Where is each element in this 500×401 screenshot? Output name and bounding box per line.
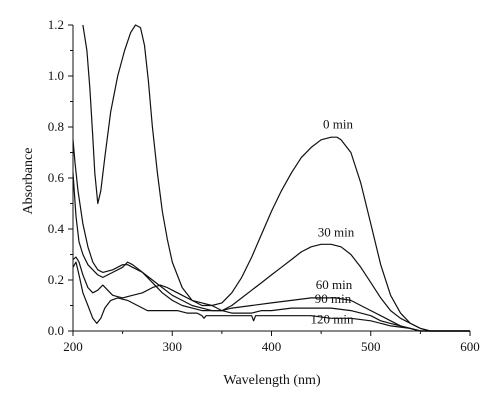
series-label: 60 min xyxy=(316,277,353,292)
series-label: 120 min xyxy=(311,311,354,326)
x-tick-label: 500 xyxy=(361,339,381,354)
y-tick-label: 0.8 xyxy=(48,119,64,134)
series-label: 90 min xyxy=(315,291,352,306)
series-line-120-min xyxy=(72,261,470,332)
y-tick-label: 0.6 xyxy=(48,170,65,185)
x-tick-label: 400 xyxy=(262,339,282,354)
x-tick-label: 600 xyxy=(460,339,480,354)
axes xyxy=(72,25,470,332)
y-axis-title: Absorbance xyxy=(21,148,36,215)
series-label: 30 min xyxy=(318,225,355,240)
y-tick-label: 1.2 xyxy=(48,17,64,32)
series-line-60-min xyxy=(72,172,470,332)
series-line-90-min xyxy=(72,256,470,332)
series-label: 0 min xyxy=(323,116,353,131)
ticks: 200 300 400 500 600 0.0 0.2 0.4 0.6 0.8 1.0 1.2 xyxy=(48,17,480,354)
y-tick-label: 1.0 xyxy=(48,68,64,83)
series-lines xyxy=(72,24,470,332)
y-tick-label: 0.0 xyxy=(48,323,64,338)
series-line-0-min xyxy=(82,24,470,332)
y-tick-label: 0.4 xyxy=(48,221,65,236)
y-tick-label: 0.2 xyxy=(48,272,64,287)
x-axis-title: Wavelength (nm) xyxy=(223,373,321,388)
series-line-30-min xyxy=(72,139,470,332)
x-tick-label: 200 xyxy=(63,339,83,354)
x-tick-label: 300 xyxy=(163,339,183,354)
